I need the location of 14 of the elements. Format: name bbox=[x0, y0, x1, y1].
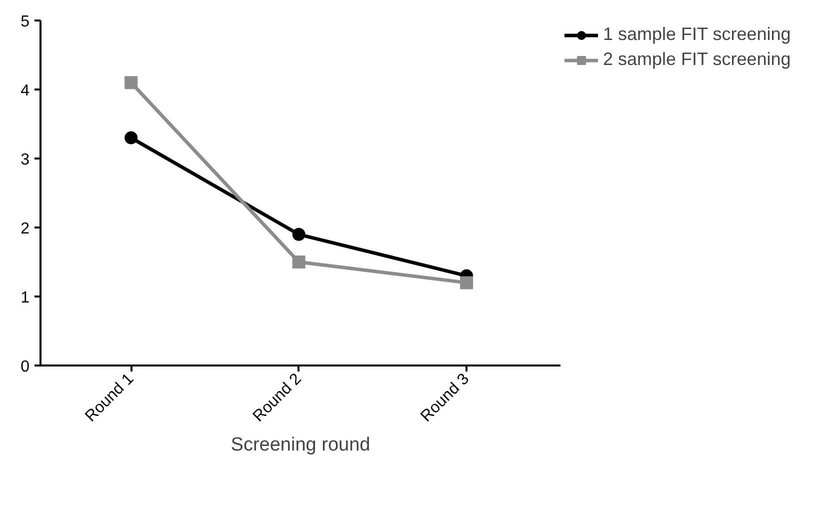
y-tick-label: 1 bbox=[20, 290, 30, 306]
point bbox=[124, 76, 138, 90]
y-tick-label: 4 bbox=[20, 82, 30, 100]
y-tick-label: 2 bbox=[20, 220, 30, 238]
legend-label: 2 sample FIT screening bbox=[603, 49, 791, 70]
y-tick-label: 0 bbox=[20, 358, 30, 376]
point bbox=[292, 228, 306, 241]
point bbox=[460, 276, 474, 290]
point bbox=[292, 256, 306, 268]
point bbox=[124, 131, 138, 144]
legend-label: 1 sample FIT screening bbox=[603, 24, 791, 45]
y-tick-label: 5 bbox=[20, 14, 30, 30]
y-tick-label: 3 bbox=[20, 152, 30, 168]
x-axis-title: Screening round bbox=[230, 434, 370, 456]
